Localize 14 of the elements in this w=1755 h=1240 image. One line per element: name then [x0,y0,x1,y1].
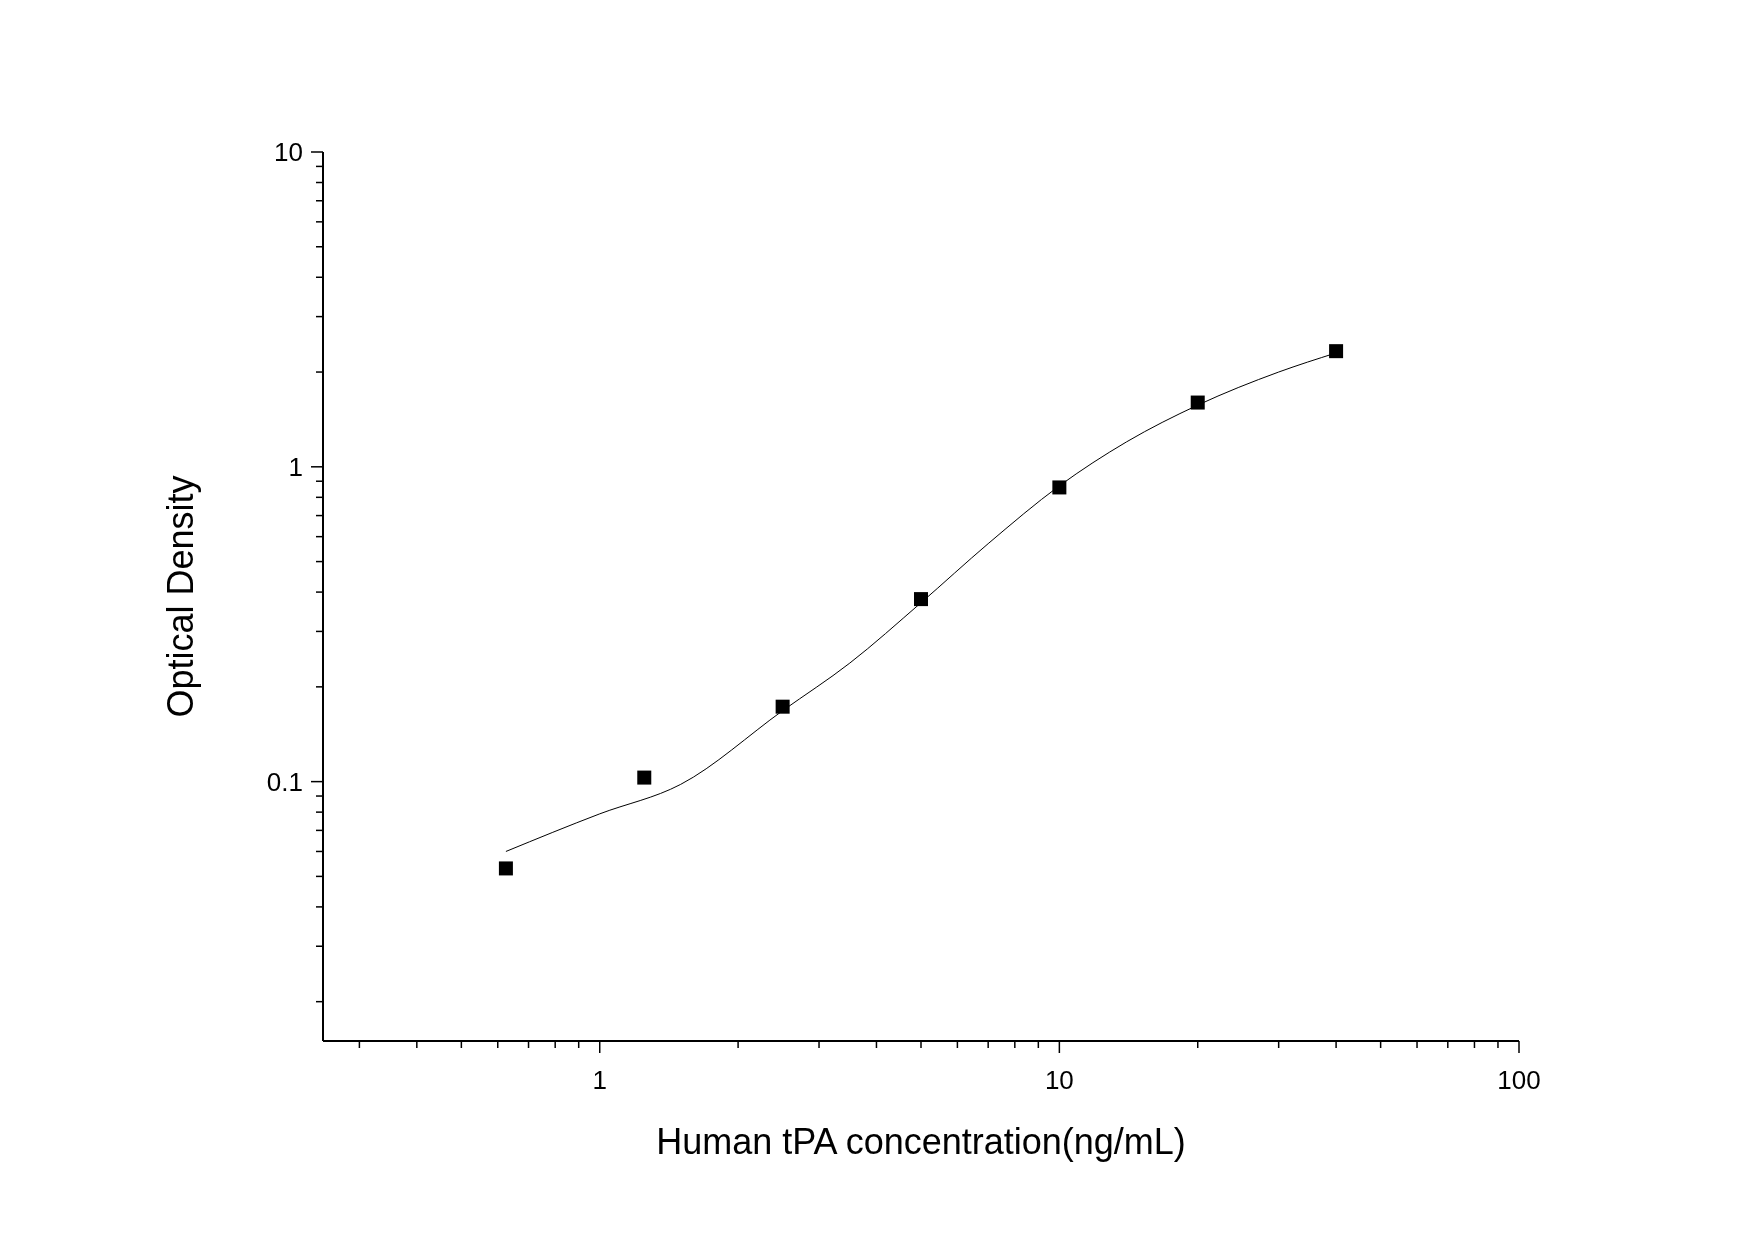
y-tick-label: 0.1 [266,766,303,797]
point [775,699,790,714]
x-tick-label: 100 [1497,1065,1541,1095]
y-tick-label: 1 [288,451,303,482]
point [1190,395,1205,410]
point [498,861,513,876]
x-axis-title: Human tPA concentration(ng/mL) [656,1121,1186,1162]
point [1329,344,1344,359]
y-axis-title: Optical Density [160,475,201,718]
y-tick-label: 10 [274,137,303,167]
x-tick-label: 10 [1044,1065,1074,1095]
point [637,770,652,785]
point [914,592,928,607]
x-tick-label: 1 [592,1065,607,1095]
